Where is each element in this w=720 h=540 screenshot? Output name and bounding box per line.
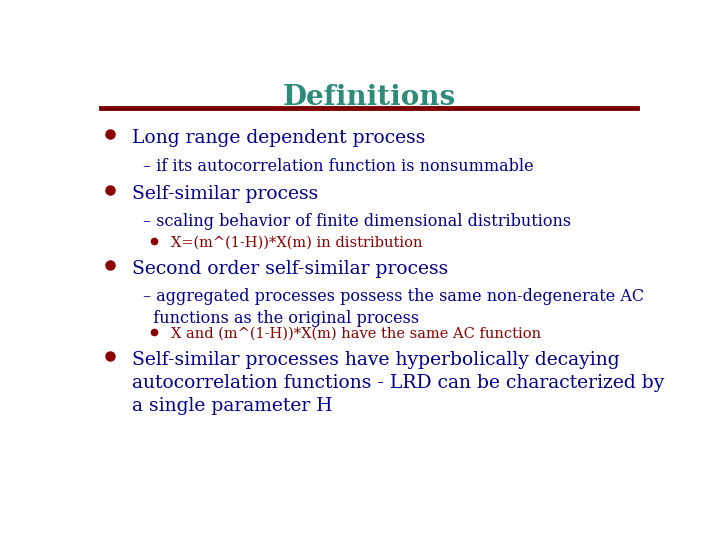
Text: Long range dependent process: Long range dependent process — [132, 129, 426, 147]
Text: – scaling behavior of finite dimensional distributions: – scaling behavior of finite dimensional… — [143, 213, 571, 230]
Text: Self-similar processes have hyperbolically decaying
autocorrelation functions - : Self-similar processes have hyperbolical… — [132, 351, 665, 415]
Text: – aggregated processes possess the same non-degenerate AC
  functions as the ori: – aggregated processes possess the same … — [143, 288, 644, 327]
Text: X and (m^(1-H))*X(m) have the same AC function: X and (m^(1-H))*X(m) have the same AC fu… — [171, 327, 541, 341]
Text: Second order self-similar process: Second order self-similar process — [132, 260, 448, 278]
Text: Definitions: Definitions — [282, 84, 456, 111]
Text: X=(m^(1-H))*X(m) in distribution: X=(m^(1-H))*X(m) in distribution — [171, 235, 423, 249]
Text: – if its autocorrelation function is nonsummable: – if its autocorrelation function is non… — [143, 158, 534, 174]
Text: Self-similar process: Self-similar process — [132, 185, 318, 202]
